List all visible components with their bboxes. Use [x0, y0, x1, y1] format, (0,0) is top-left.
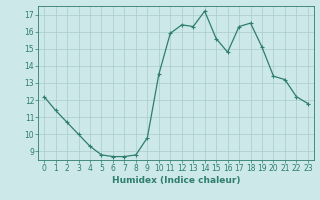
X-axis label: Humidex (Indice chaleur): Humidex (Indice chaleur): [112, 176, 240, 185]
